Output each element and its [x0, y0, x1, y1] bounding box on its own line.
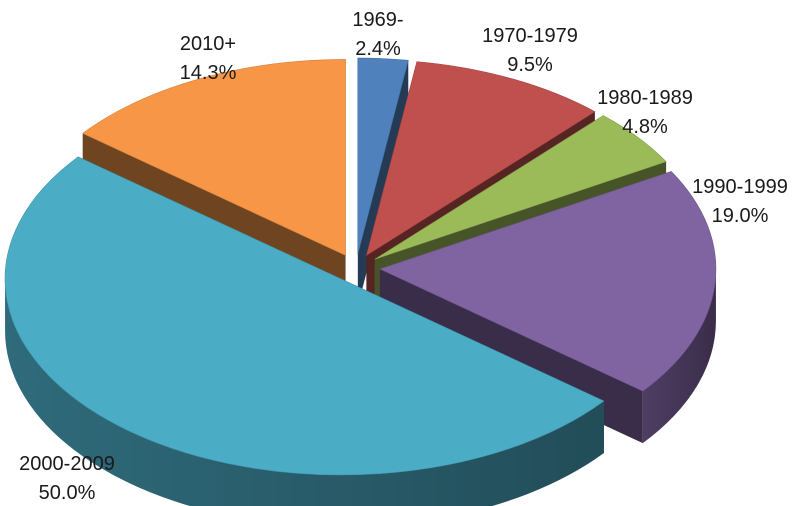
- slice-label: 2010+: [180, 33, 236, 55]
- slice-label: 1980-1989: [597, 87, 693, 109]
- slice-percent: 50.0%: [39, 482, 96, 504]
- pie-slice-side: [642, 269, 716, 444]
- pie-slice-3: [379, 171, 717, 392]
- pie-slice-side: [5, 278, 604, 506]
- pie-top-faces: [4, 57, 717, 476]
- pie-slice-0: [357, 57, 409, 255]
- pie-labels: 1969- 2.4% 1970-1979 9.5% 1980-1989 4.8% 1990-…: [19, 9, 788, 504]
- slice-label: 1969-: [352, 9, 403, 31]
- pie-slice-4: [4, 156, 605, 476]
- slice-label: 2000-2009: [19, 453, 115, 475]
- slice-percent: 9.5%: [507, 54, 553, 76]
- slice-label: 1990-1999: [692, 176, 788, 198]
- slice-percent: 4.8%: [622, 116, 668, 138]
- slice-percent: 2.4%: [355, 38, 401, 60]
- slice-percent: 19.0%: [712, 205, 769, 227]
- pie-slice-2: [374, 115, 667, 260]
- slice-percent: 14.3%: [180, 62, 237, 84]
- pie-slice-1: [365, 61, 596, 257]
- pie-slice-5: [82, 59, 346, 256]
- slice-label: 1970-1979: [482, 25, 578, 47]
